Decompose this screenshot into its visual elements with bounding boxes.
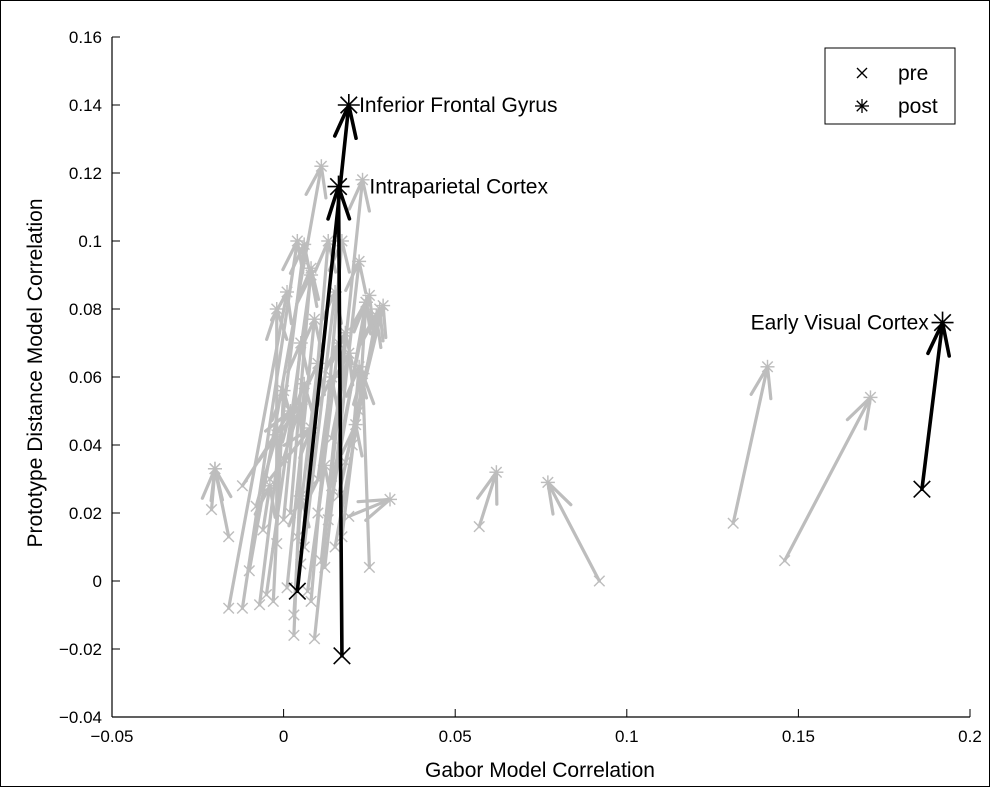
y-tick-label-10: 0.16 (69, 28, 102, 47)
x-tick-label-5: 0.2 (958, 727, 982, 746)
legend-post-label: post (898, 95, 938, 118)
y-tick-label-4: 0.04 (69, 436, 102, 455)
legend: pre post (825, 48, 955, 124)
x-tick-label-1: 0 (279, 727, 288, 746)
x-tick-label-0: −0.05 (90, 727, 133, 746)
x-tick-label-3: 0.1 (615, 727, 639, 746)
x-axis-label: Gabor Model Correlation (425, 759, 655, 782)
y-tick-label-1: −0.02 (59, 640, 102, 659)
y-axis-label: Prototype Distance Model Correlation (24, 198, 47, 547)
y-tick-label-6: 0.08 (69, 300, 102, 319)
legend-pre-label: pre (898, 62, 928, 85)
annotation-1: Intraparietal Cortex (369, 176, 548, 199)
x-tick-label-2: 0.05 (439, 727, 472, 746)
annotation-2: Early Visual Cortex (751, 312, 930, 335)
x-tick-label-4: 0.15 (782, 727, 815, 746)
legend-post-marker (855, 99, 869, 113)
y-tick-label-3: 0.02 (69, 504, 102, 523)
y-tick-label-2: 0 (93, 572, 102, 591)
y-tick-label-9: 0.14 (69, 96, 102, 115)
y-tick-label-7: 0.1 (78, 232, 102, 251)
annotation-0: Inferior Frontal Gyrus (359, 94, 557, 117)
y-tick-label-0: −0.04 (59, 708, 102, 727)
y-tick-label-5: 0.06 (69, 368, 102, 387)
y-tick-label-8: 0.12 (69, 164, 102, 183)
